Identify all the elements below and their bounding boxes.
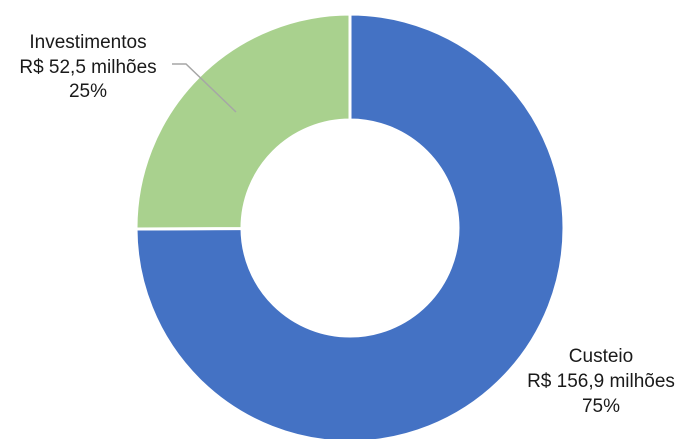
data-label-custeio-percent: 75% — [582, 396, 620, 417]
slice-investimentos — [134, 12, 352, 231]
data-label-investimentos: Investimentos R$ 52,5 milhões 25% — [19, 32, 156, 102]
data-label-investimentos-percent: 25% — [69, 81, 107, 102]
slice-custeio — [134, 12, 566, 439]
data-label-custeio-category: Custeio — [569, 346, 633, 367]
donut-slices — [134, 12, 566, 439]
data-label-investimentos-value: R$ 52,5 milhões — [19, 57, 156, 78]
data-label-custeio: Custeio R$ 156,9 milhões 75% — [527, 346, 675, 417]
leader-line-investimentos — [172, 63, 237, 113]
data-label-investimentos-category: Investimentos — [29, 32, 146, 53]
data-label-custeio-value: R$ 156,9 milhões — [527, 371, 675, 392]
